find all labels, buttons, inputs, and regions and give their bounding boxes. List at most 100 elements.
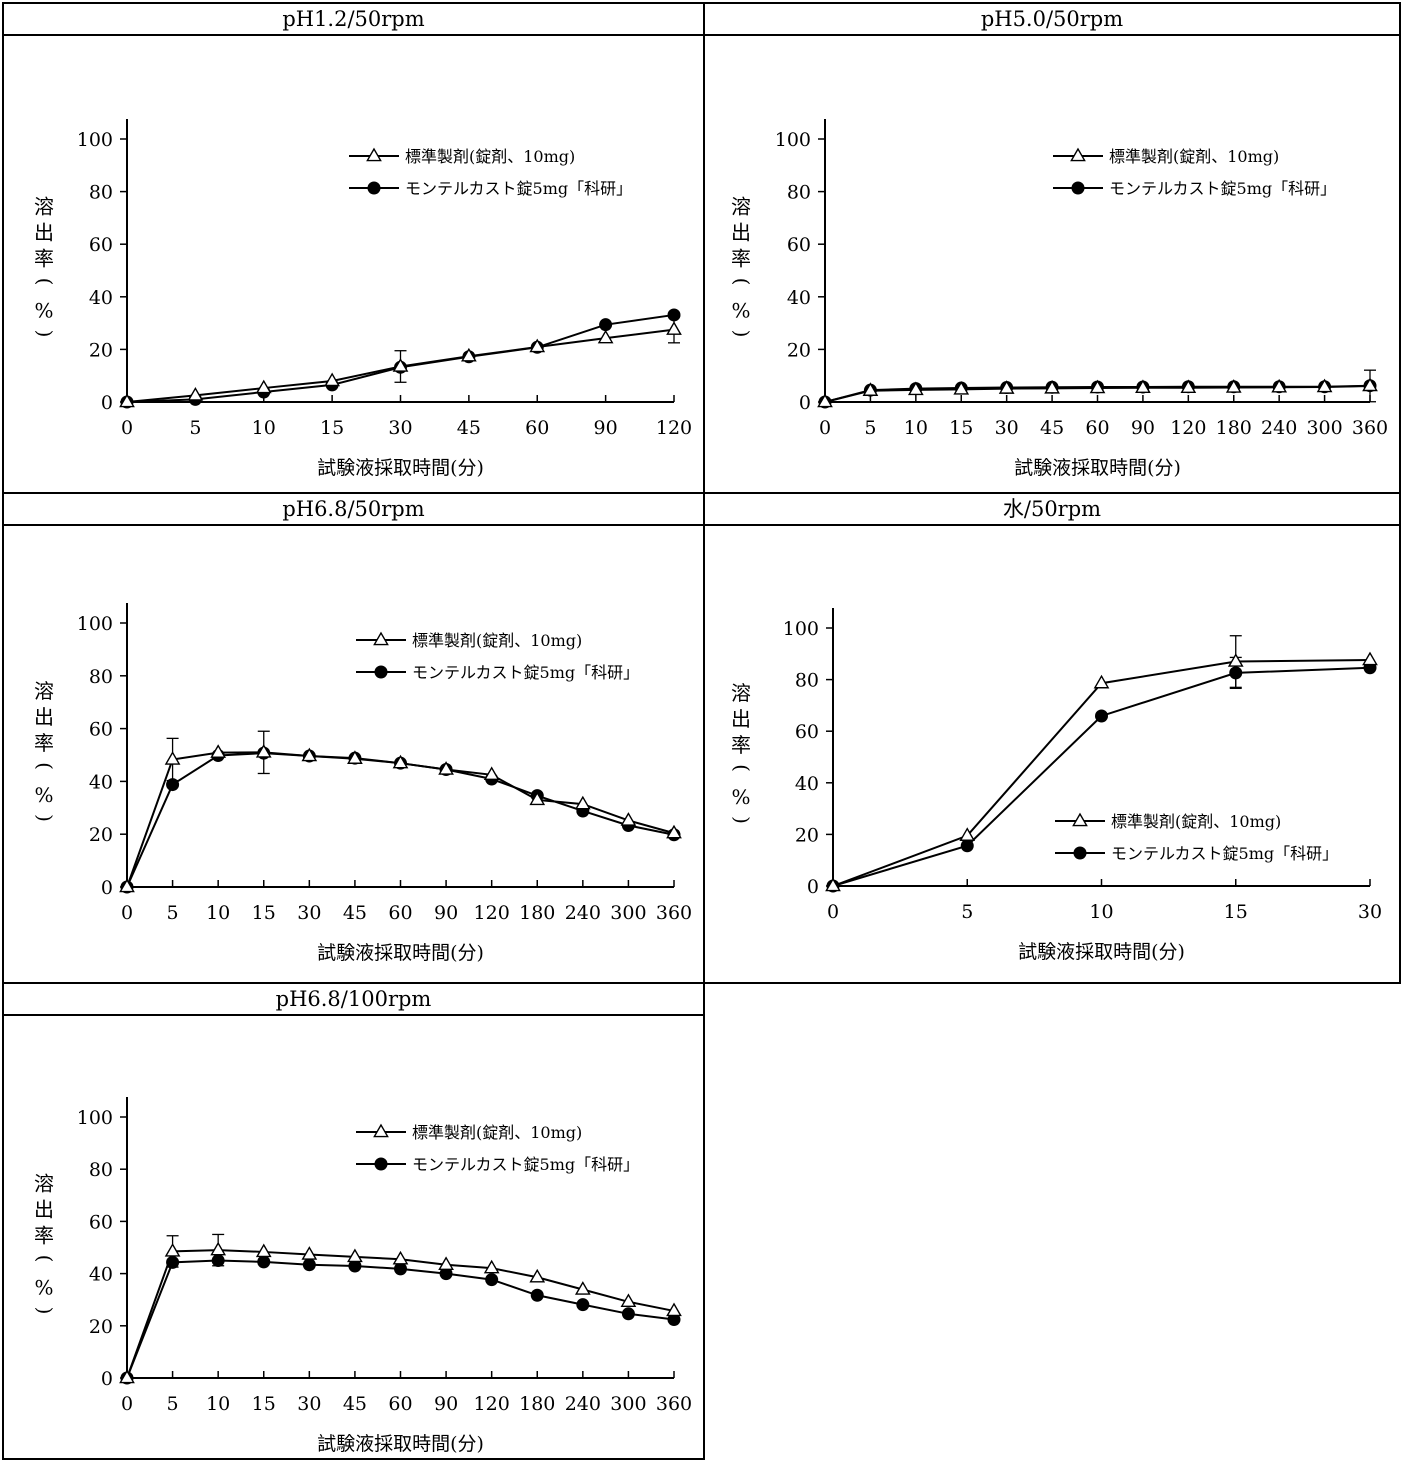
series-line — [126, 1259, 675, 1379]
data-point-triangle — [347, 1248, 363, 1263]
data-point-triangle — [1227, 653, 1244, 667]
panel-title: pH6.8/100rpm — [4, 984, 703, 1016]
x-tick-label: 30 — [995, 417, 1019, 439]
data-point-triangle — [210, 744, 227, 758]
chart-svg: 0 20 40 60 80 100 0 5 10 15 30 45 60 90 120 180 240 300 36… — [33, 1097, 692, 1455]
data-point-triangle — [1316, 378, 1333, 393]
x-tick-label: 120 — [474, 1393, 510, 1415]
x-tick-label: 180 — [519, 1393, 555, 1415]
data-point-triangle — [1362, 377, 1378, 392]
data-point-triangle — [1180, 379, 1197, 394]
y-axis-label-char: 溶 — [34, 1172, 54, 1196]
x-tick-label: 120 — [474, 902, 510, 924]
y-axis-label-char: 溶 — [34, 195, 54, 219]
legend-label: モンテルカスト錠5mg「科研」 — [1109, 179, 1336, 198]
x-tick-label: 180 — [519, 902, 555, 924]
data-point-circle — [348, 1259, 362, 1273]
y-tick-label: 0 — [799, 392, 811, 414]
data-point-circle — [960, 839, 974, 853]
y-axis-label-char: ( — [730, 278, 754, 286]
x-tick-label: 15 — [949, 417, 973, 439]
y-tick-label: 40 — [89, 287, 113, 309]
data-point-triangle — [666, 321, 682, 335]
legend-marker-circle — [374, 665, 388, 679]
series-line — [126, 752, 675, 888]
series-group — [119, 315, 682, 408]
x-tick-label: 240 — [1261, 417, 1297, 439]
y-tick-label: 20 — [89, 339, 113, 361]
y-tick-label: 60 — [89, 1211, 113, 1233]
x-tick-label: 10 — [252, 417, 276, 439]
series-group — [120, 1254, 681, 1385]
y-tick-label: 60 — [89, 234, 113, 256]
y-axis-label-char: ) — [33, 814, 57, 822]
data-point-triangle — [666, 824, 682, 839]
data-point-circle — [257, 1255, 271, 1269]
y-axis-label-char: % — [34, 299, 53, 323]
panel-title: pH6.8/50rpm — [4, 494, 703, 526]
legend-marker-triangle — [373, 631, 389, 646]
y-tick-label: 80 — [795, 670, 819, 692]
x-tick-label: 360 — [1352, 417, 1388, 439]
x-tick-label: 30 — [297, 902, 321, 924]
x-tick-label: 90 — [434, 1393, 458, 1415]
x-tick-label: 5 — [961, 901, 973, 923]
x-tick-label: 30 — [1358, 901, 1382, 923]
y-tick-label: 60 — [787, 234, 811, 256]
panel-title: pH1.2/50rpm — [4, 4, 703, 36]
y-tick-label: 80 — [787, 182, 811, 204]
x-tick-label: 5 — [189, 417, 201, 439]
data-point-triangle — [392, 358, 409, 372]
chart-panel-ph68-50rpm: pH6.8/50rpm 0 20 40 60 80 100 0 5 10 15 30 45 60 90 12… — [2, 492, 705, 984]
y-axis-label-char: % — [731, 299, 750, 323]
y-axis-label-char: % — [34, 783, 53, 807]
data-point-circle — [485, 1273, 499, 1287]
legend-marker-circle — [1071, 181, 1085, 195]
data-point-triangle — [164, 751, 181, 765]
legend-marker-circle — [374, 1157, 388, 1171]
y-tick-label: 20 — [89, 824, 113, 846]
series-group — [119, 730, 682, 893]
x-tick-label: 240 — [565, 902, 601, 924]
y-tick-label: 80 — [89, 666, 113, 688]
data-point-triangle — [825, 877, 841, 892]
data-point-triangle — [119, 393, 135, 408]
x-axis-label: 試験液採取時間(分) — [317, 942, 484, 964]
x-tick-label: 120 — [656, 417, 692, 439]
chart-svg: 0 20 40 60 80 100 0 5 10 15 30 45 60 90 120 180 240 300 36… — [730, 119, 1388, 479]
y-tick-label: 60 — [89, 719, 113, 741]
data-point-triangle — [959, 827, 976, 841]
x-tick-label: 300 — [610, 1393, 646, 1415]
legend-label: モンテルカスト錠5mg「科研」 — [412, 663, 639, 682]
y-axis-label-char: ) — [730, 330, 754, 338]
x-tick-label: 10 — [1089, 901, 1113, 923]
data-point-triangle — [483, 766, 500, 781]
data-point-triangle — [461, 347, 477, 362]
x-tick-label: 0 — [819, 417, 831, 439]
y-axis-label-char: 出 — [34, 221, 54, 245]
data-point-triangle — [666, 1302, 682, 1317]
y-tick-label: 40 — [89, 771, 113, 793]
x-axis-label: 試験液採取時間(分) — [1014, 457, 1181, 479]
x-tick-label: 90 — [1131, 417, 1155, 439]
data-point-triangle — [862, 382, 879, 396]
y-tick-label: 40 — [795, 773, 819, 795]
x-tick-label: 60 — [525, 417, 549, 439]
y-axis-label-char: % — [34, 1276, 53, 1300]
data-point-triangle — [119, 1369, 135, 1384]
y-axis-label-char: 率 — [731, 733, 751, 757]
data-point-triangle — [574, 1281, 591, 1295]
x-tick-label: 15 — [252, 902, 276, 924]
x-tick-label: 240 — [565, 1393, 601, 1415]
data-point-triangle — [1135, 379, 1151, 394]
y-axis-label-char: 率 — [34, 1224, 54, 1248]
legend-label: モンテルカスト錠5mg「科研」 — [412, 1155, 639, 1174]
series-group — [817, 369, 1378, 408]
legend-label: 標準製剤(錠剤、10mg) — [1109, 147, 1279, 166]
series-group — [120, 746, 681, 894]
y-axis-label-char: 出 — [731, 707, 751, 731]
x-tick-label: 5 — [864, 417, 876, 439]
data-point-circle — [166, 778, 180, 792]
x-tick-label: 0 — [121, 902, 133, 924]
x-tick-label: 45 — [343, 1393, 367, 1415]
